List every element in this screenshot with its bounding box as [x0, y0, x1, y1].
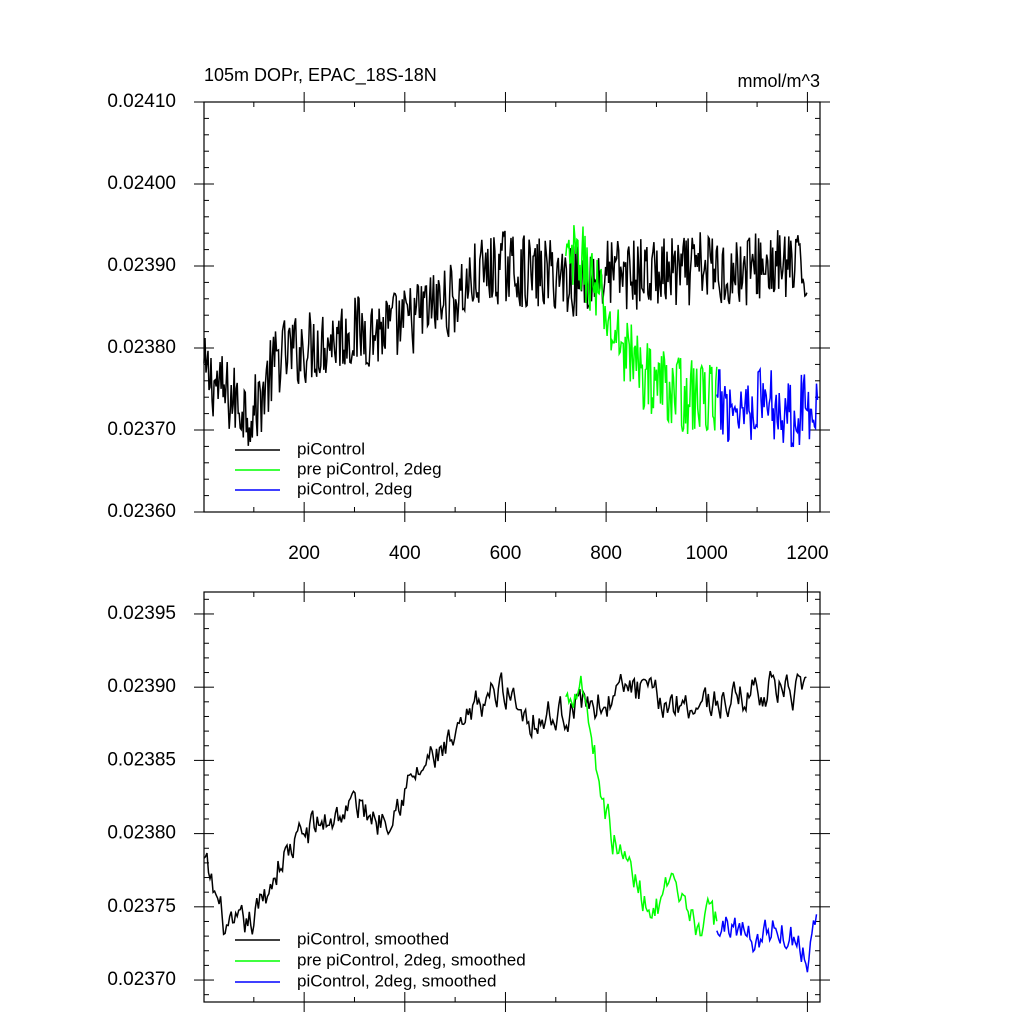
- y-tick-label: 0.02380: [107, 337, 176, 358]
- bottom-panel-frame: [203, 591, 821, 1003]
- x-tick-label: 600: [490, 543, 522, 564]
- series-line-pre-piControl-2deg-smoothed: [565, 675, 718, 937]
- bottom-panel-series: [203, 670, 818, 973]
- bottom-panel-ticks: [194, 582, 830, 1012]
- y-tick-label: 0.02395: [107, 603, 176, 624]
- x-tick-label: 800: [590, 543, 622, 564]
- y-tick-label: 0.02370: [107, 419, 176, 440]
- series-line-piControl: [203, 230, 808, 446]
- top-panel: 105m DOPr, EPAC_18S-18N mmol/m^3 0.02360…: [107, 65, 830, 564]
- top-panel-y-tick-labels: 0.02360 0.02370 0.02380 0.02390 0.02400 …: [107, 91, 176, 522]
- y-tick-label: 0.02410: [107, 91, 176, 112]
- top-panel-legend: piControl pre piControl, 2deg piControl,…: [235, 439, 442, 498]
- y-tick-label: 0.02370: [107, 969, 176, 990]
- series-line-piControl-2deg: [716, 366, 819, 448]
- x-tick-label: 400: [389, 543, 421, 564]
- bottom-panel-y-tick-labels: 0.02370 0.02375 0.02380 0.02385 0.02390 …: [107, 603, 176, 990]
- y-tick-label: 0.02400: [107, 173, 176, 194]
- top-panel-x-tick-labels: 200 400 600 800 1000 1200: [288, 543, 828, 564]
- x-tick-label: 1200: [786, 543, 828, 564]
- top-panel-series: [203, 225, 819, 448]
- legend-label: piControl, 2deg: [297, 479, 412, 498]
- y-tick-label: 0.02385: [107, 749, 176, 770]
- legend-label: piControl, smoothed: [297, 929, 449, 948]
- bottom-panel: 0.02370 0.02375 0.02380 0.02385 0.02390 …: [107, 582, 830, 1012]
- y-tick-label: 0.02390: [107, 255, 176, 276]
- y-tick-label: 0.02360: [107, 501, 176, 522]
- series-line-pre-piControl-2deg: [565, 225, 718, 435]
- legend-label: piControl, 2deg, smoothed: [297, 971, 496, 990]
- legend-label: pre piControl, 2deg: [297, 459, 442, 478]
- x-tick-label: 200: [288, 543, 320, 564]
- legend-label: pre piControl, 2deg, smoothed: [297, 950, 526, 969]
- y-tick-label: 0.02390: [107, 676, 176, 697]
- top-panel-title: 105m DOPr, EPAC_18S-18N: [204, 65, 437, 86]
- y-tick-label: 0.02380: [107, 823, 176, 844]
- series-line-piControl-2deg-smoothed: [716, 914, 818, 973]
- legend-label: piControl: [297, 439, 365, 458]
- y-tick-label: 0.02375: [107, 896, 176, 917]
- top-panel-ticks: [194, 92, 830, 522]
- top-panel-frame: [203, 101, 821, 513]
- top-panel-units: mmol/m^3: [738, 71, 820, 91]
- bottom-panel-legend: piControl, smoothed pre piControl, 2deg,…: [235, 929, 526, 990]
- x-tick-label: 1000: [686, 543, 728, 564]
- series-line-piControl-smoothed: [203, 670, 807, 936]
